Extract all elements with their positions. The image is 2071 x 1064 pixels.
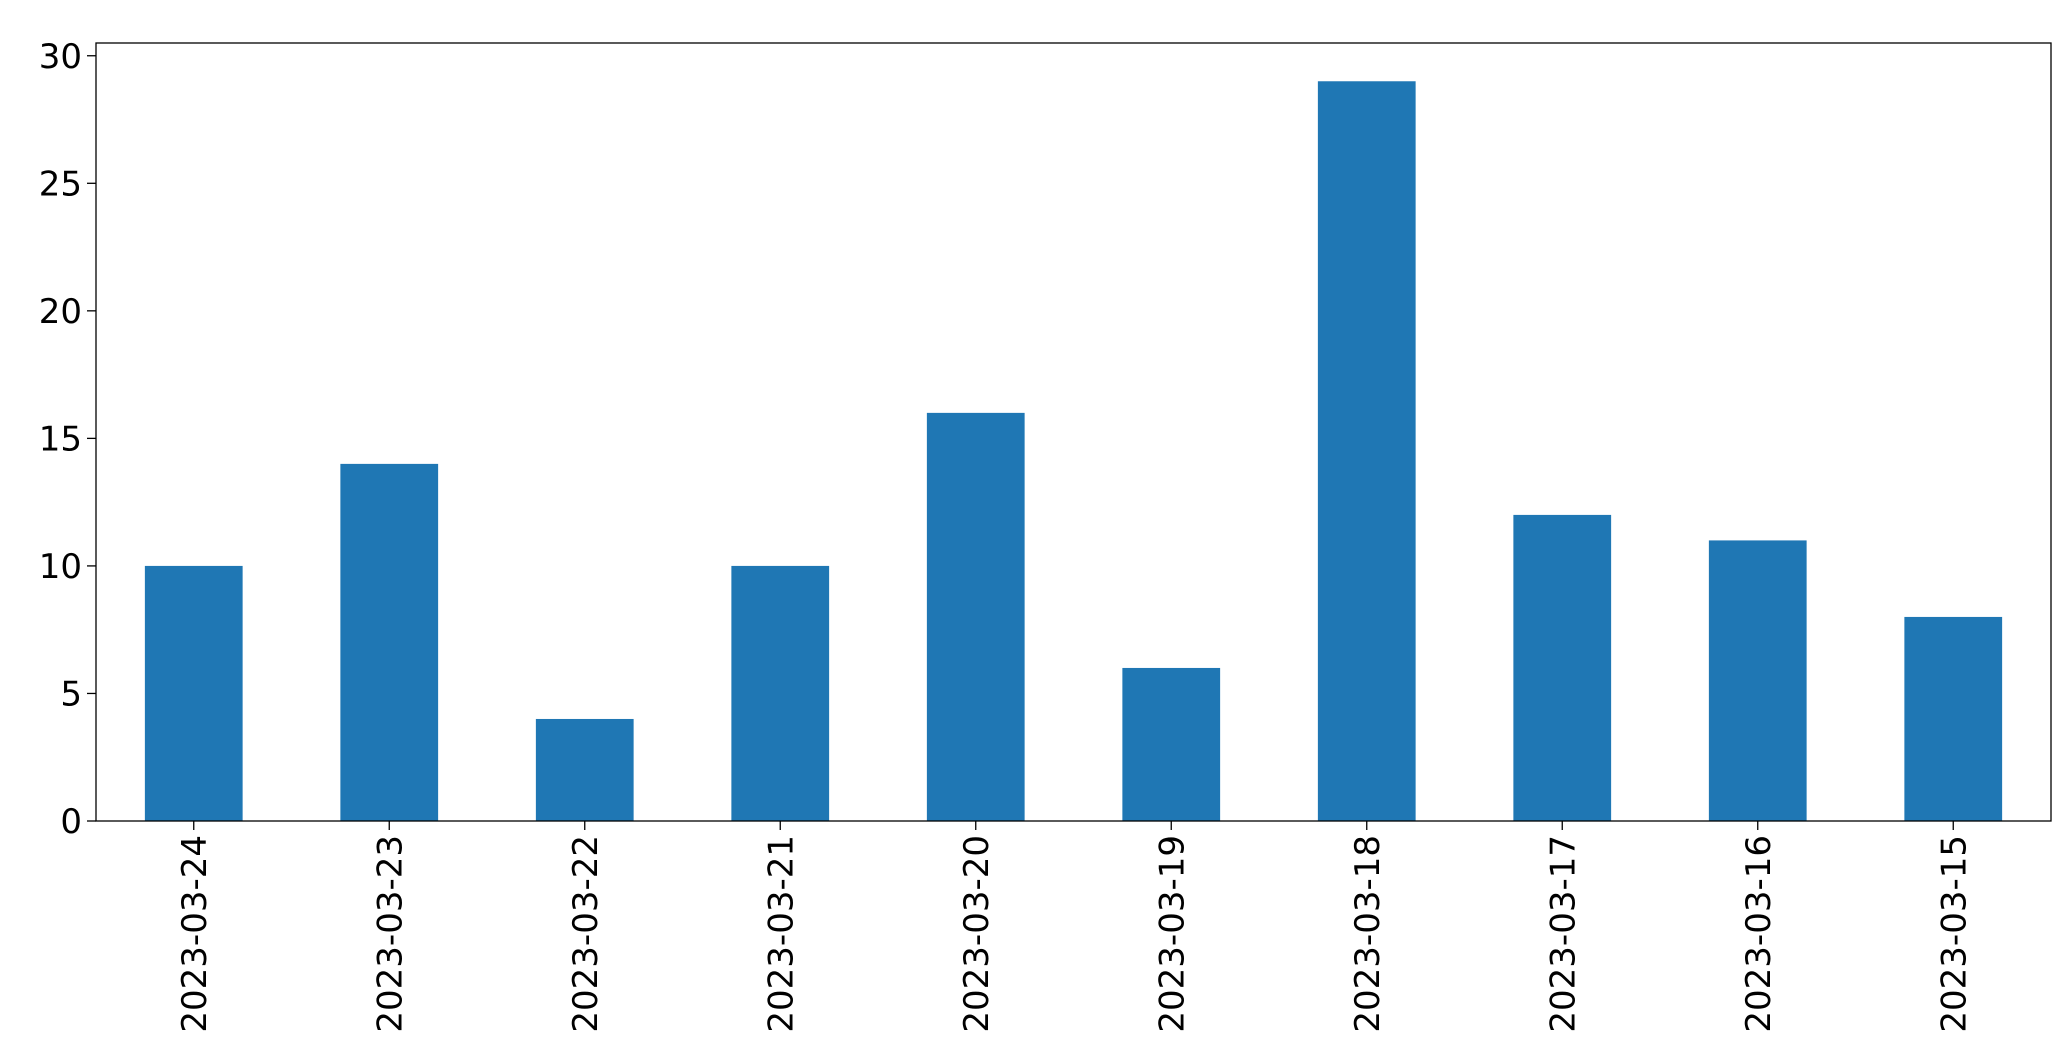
bar xyxy=(535,718,634,821)
y-tick-label: 15 xyxy=(39,419,82,459)
x-tick-label: 2023-03-16 xyxy=(1739,835,1779,1033)
y-tick-label: 30 xyxy=(39,37,82,77)
x-tick-label: 2023-03-19 xyxy=(1152,835,1192,1033)
bar xyxy=(1904,616,2003,821)
y-tick-label: 10 xyxy=(39,547,82,587)
x-tick-label: 2023-03-23 xyxy=(370,835,410,1033)
y-tick-label: 5 xyxy=(60,674,82,714)
plot-frame xyxy=(95,42,2052,822)
bar xyxy=(1317,81,1416,821)
x-tick-label: 2023-03-15 xyxy=(1934,835,1974,1033)
bar xyxy=(1122,667,1221,821)
x-tick-label: 2023-03-21 xyxy=(761,835,801,1033)
y-tick-label: 25 xyxy=(39,164,82,204)
bar xyxy=(144,565,243,821)
x-tick-label: 2023-03-24 xyxy=(175,835,215,1033)
x-tick-label: 2023-03-20 xyxy=(957,835,997,1033)
x-tick-label: 2023-03-18 xyxy=(1348,835,1388,1033)
y-tick-label: 0 xyxy=(60,802,82,842)
x-tick-label: 2023-03-22 xyxy=(566,835,606,1033)
y-tick-label: 20 xyxy=(39,292,82,332)
x-tick-label: 2023-03-17 xyxy=(1543,835,1583,1033)
bar xyxy=(731,565,830,821)
bar xyxy=(1513,514,1612,821)
bar xyxy=(1708,540,1807,821)
bar xyxy=(926,412,1025,821)
bar xyxy=(340,463,439,821)
